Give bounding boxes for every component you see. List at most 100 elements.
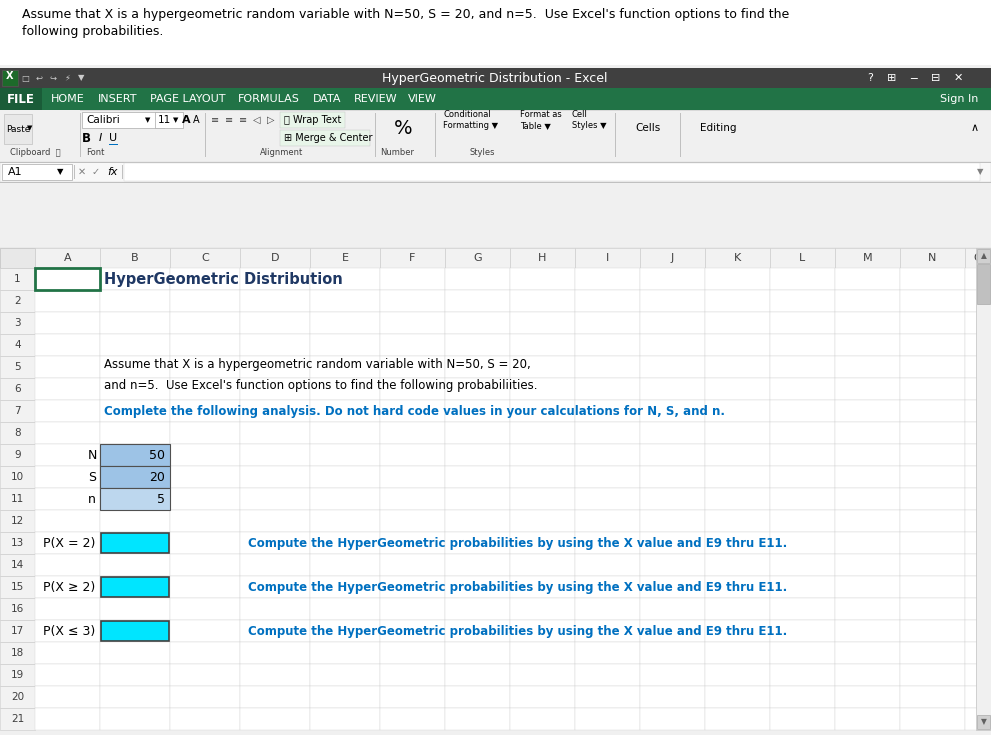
Bar <box>0 642 35 664</box>
Bar <box>155 112 183 128</box>
Bar <box>0 510 35 532</box>
Text: ≡: ≡ <box>225 115 233 125</box>
Bar <box>770 400 835 422</box>
Bar <box>445 422 510 444</box>
Bar <box>380 532 445 554</box>
Bar <box>900 488 965 510</box>
Bar <box>770 532 835 554</box>
Bar <box>380 356 445 378</box>
Bar <box>575 642 640 664</box>
Text: ▼: ▼ <box>28 125 33 131</box>
Bar <box>380 664 445 686</box>
Text: 12: 12 <box>11 516 24 526</box>
Bar <box>835 576 900 598</box>
Bar <box>900 642 965 664</box>
Bar <box>705 312 770 334</box>
Bar <box>380 334 445 356</box>
Text: N: N <box>929 253 936 263</box>
Bar <box>965 532 991 554</box>
Bar <box>640 664 705 686</box>
Text: A1: A1 <box>8 167 23 177</box>
Bar <box>445 664 510 686</box>
Bar <box>240 532 310 554</box>
Bar <box>770 488 835 510</box>
Bar <box>310 378 380 400</box>
Bar <box>310 400 380 422</box>
Bar <box>445 378 510 400</box>
Text: Compute the HyperGeometric probabilities by using the X value and E9 thru E11.: Compute the HyperGeometric probabilities… <box>248 581 787 593</box>
Bar <box>35 708 100 730</box>
Text: FORMULAS: FORMULAS <box>238 94 299 104</box>
Text: Cells: Cells <box>635 123 661 133</box>
Text: 17: 17 <box>11 626 24 636</box>
Bar <box>0 664 35 686</box>
Text: ▼: ▼ <box>77 74 84 82</box>
Bar <box>510 598 575 620</box>
Text: A: A <box>181 115 190 125</box>
Text: Format as
Table ▼: Format as Table ▼ <box>520 110 562 129</box>
Bar <box>770 290 835 312</box>
Bar <box>445 400 510 422</box>
Bar <box>965 598 991 620</box>
Text: 14: 14 <box>11 560 24 570</box>
Bar <box>835 510 900 532</box>
Bar <box>240 620 310 642</box>
Bar <box>640 334 705 356</box>
Bar <box>770 642 835 664</box>
Bar <box>965 686 991 708</box>
Bar <box>510 400 575 422</box>
Bar <box>705 620 770 642</box>
Bar <box>835 466 900 488</box>
Bar <box>900 510 965 532</box>
Bar <box>35 378 100 400</box>
Text: B: B <box>81 132 90 145</box>
Bar <box>310 248 380 268</box>
Bar <box>100 642 170 664</box>
Bar <box>835 400 900 422</box>
Bar <box>2 164 72 180</box>
Bar <box>0 488 35 510</box>
Bar <box>445 708 510 730</box>
Bar <box>445 554 510 576</box>
Bar <box>835 708 900 730</box>
Bar <box>770 466 835 488</box>
Bar <box>835 532 900 554</box>
Bar <box>205 113 206 157</box>
Bar <box>510 268 575 290</box>
Bar <box>170 268 240 290</box>
Bar <box>835 378 900 400</box>
Bar <box>0 0 991 65</box>
Text: ▼: ▼ <box>146 117 151 123</box>
Bar <box>835 620 900 642</box>
Bar <box>965 488 991 510</box>
Bar <box>705 510 770 532</box>
Bar <box>35 334 100 356</box>
Text: 18: 18 <box>11 648 24 658</box>
Bar <box>380 686 445 708</box>
Bar <box>170 642 240 664</box>
Bar <box>0 248 991 730</box>
Text: L: L <box>800 253 806 263</box>
Bar <box>380 290 445 312</box>
Bar <box>170 488 240 510</box>
Bar <box>640 576 705 598</box>
Bar <box>380 466 445 488</box>
Bar <box>445 268 510 290</box>
Bar <box>510 422 575 444</box>
Bar <box>0 444 35 466</box>
Bar <box>575 356 640 378</box>
Bar <box>977 249 990 263</box>
Bar <box>101 533 169 553</box>
Bar <box>575 576 640 598</box>
Bar <box>35 444 100 466</box>
Bar <box>615 113 616 157</box>
Bar <box>900 268 965 290</box>
Bar <box>835 686 900 708</box>
Text: P(X = 2): P(X = 2) <box>43 537 95 550</box>
Bar <box>240 576 310 598</box>
Bar <box>575 268 640 290</box>
Text: VIEW: VIEW <box>407 94 436 104</box>
Text: ↩: ↩ <box>36 74 43 82</box>
Bar <box>310 356 380 378</box>
Bar <box>640 686 705 708</box>
